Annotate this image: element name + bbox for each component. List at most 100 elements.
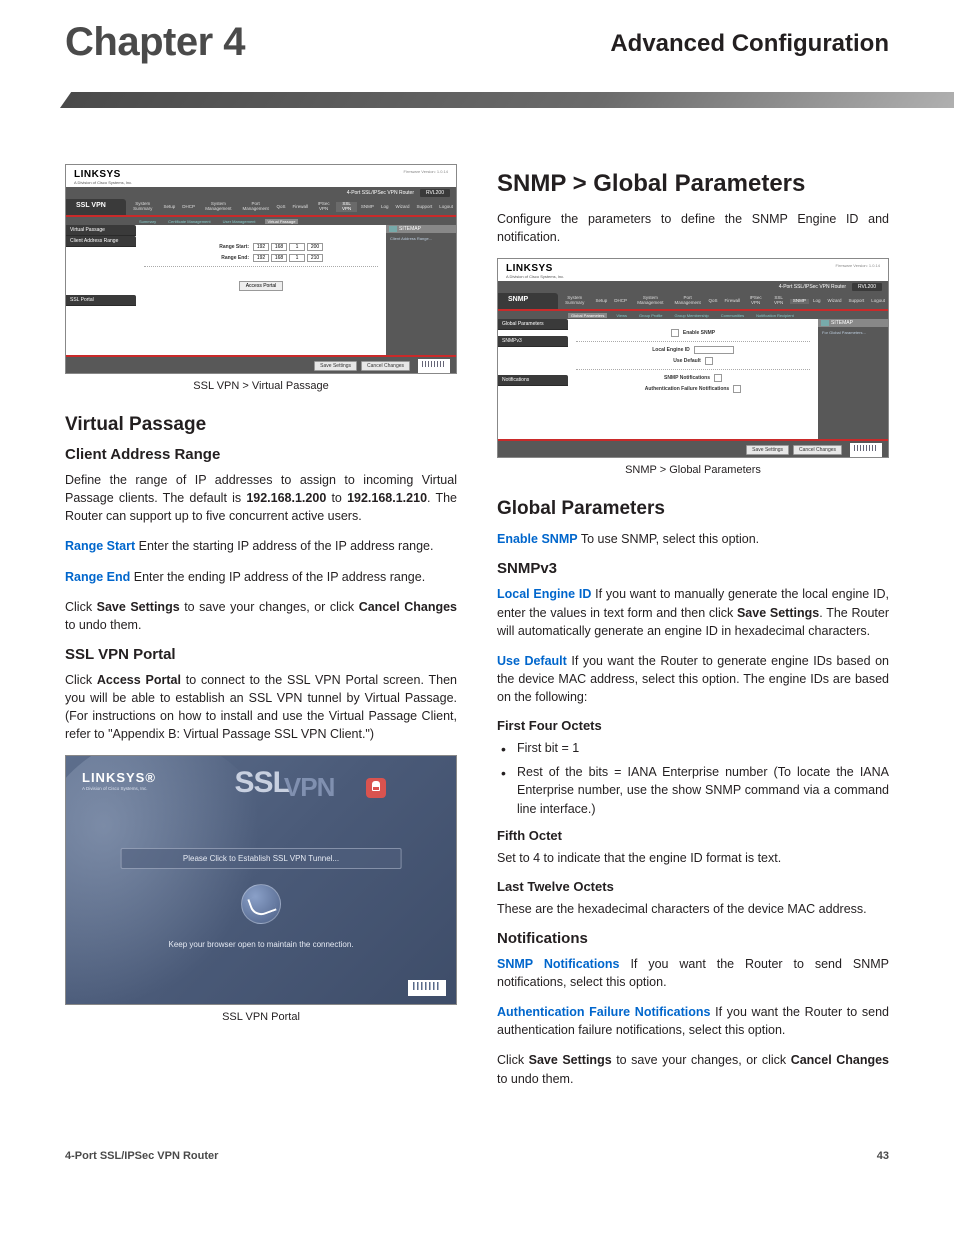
side-item: Notifications <box>498 375 568 386</box>
nav-item[interactable]: Setup <box>160 205 178 210</box>
paragraph: Authentication Failure Notifications If … <box>497 1003 889 1039</box>
save-settings-button[interactable]: Save Settings <box>746 445 789 455</box>
paragraph: Click Save Settings to save your changes… <box>497 1051 889 1087</box>
ip-octet[interactable] <box>307 254 323 262</box>
figure-caption: SSL VPN Portal <box>65 1011 457 1023</box>
nav-item[interactable]: Log <box>810 299 824 304</box>
nav-item[interactable]: Log <box>378 205 392 210</box>
nav-item[interactable]: Firewall <box>721 299 743 304</box>
ip-octet[interactable] <box>253 254 269 262</box>
nav-item[interactable]: Wizard <box>392 205 412 210</box>
heading-notifications: Notifications <box>497 930 889 947</box>
snmp-notif-label: SNMP Notifications <box>664 375 710 381</box>
portal-title: SSLVPN <box>235 766 341 800</box>
heading-snmpv3: SNMPv3 <box>497 560 889 577</box>
nav-item[interactable]: Logout <box>436 205 456 210</box>
content-columns: LINKSYS A Division of Cisco Systems, Inc… <box>0 160 954 1140</box>
nav-item[interactable]: SNMP <box>358 205 377 210</box>
nav-item[interactable]: IPSec VPN <box>312 202 335 212</box>
nav-item[interactable]: System Management <box>199 202 238 212</box>
ip-octet[interactable] <box>253 243 269 251</box>
nav-item[interactable]: System Summary <box>558 296 591 306</box>
model-badge: RVL200 <box>420 189 450 197</box>
nav-item[interactable]: SSL VPN <box>768 296 789 306</box>
lock-icon <box>366 778 386 798</box>
paragraph: Click Save Settings to save your changes… <box>65 598 457 634</box>
top-nav: System Summary Setup DHCP System Managem… <box>126 199 456 215</box>
nav-item[interactable]: Firewall <box>289 205 311 210</box>
paragraph: These are the hexadecimal characters of … <box>497 900 889 918</box>
subnav-item[interactable]: Certificate Management <box>165 219 213 224</box>
subnav-item[interactable]: Group Profile <box>636 313 666 318</box>
nav-item[interactable]: System Summary <box>126 202 159 212</box>
use-default-checkbox[interactable] <box>705 357 713 365</box>
paragraph: Range Start Enter the starting IP addres… <box>65 537 457 555</box>
ip-octet[interactable] <box>289 254 305 262</box>
subnav-item[interactable]: User Management <box>220 219 259 224</box>
auth-fail-checkbox[interactable] <box>733 385 741 393</box>
subnav-item[interactable]: Summary <box>136 219 159 224</box>
heading-first-four-octets: First Four Octets <box>497 718 889 733</box>
form-area: Range Start: Range End: <box>136 225 386 355</box>
left-column: LINKSYS A Division of Cisco Systems, Inc… <box>65 160 457 1100</box>
cancel-changes-button[interactable]: Cancel Changes <box>361 361 410 371</box>
cisco-logo-icon <box>850 443 882 457</box>
nav-item[interactable]: DHCP <box>179 205 198 210</box>
ip-octet[interactable] <box>289 243 305 251</box>
nav-item[interactable]: Support <box>845 299 867 304</box>
local-engine-input[interactable] <box>694 346 734 354</box>
heading-global-parameters: Global Parameters <box>497 498 889 520</box>
help-title: SITEMAP <box>818 319 888 327</box>
nav-item[interactable]: Setup <box>592 299 610 304</box>
field-label: Range Start <box>65 539 135 553</box>
nav-item[interactable]: SNMP <box>790 299 809 304</box>
enable-snmp-label: Enable SNMP <box>683 330 715 336</box>
subnav-item[interactable]: Notification Recipient <box>753 313 797 318</box>
subnav-item[interactable]: Global Parameters <box>568 313 607 318</box>
footer-page-number: 43 <box>877 1150 889 1162</box>
nav-item[interactable]: DHCP <box>611 299 630 304</box>
subnav-item[interactable]: Group Membership <box>672 313 712 318</box>
chapter-title: Chapter 4 <box>65 20 245 64</box>
ip-octet[interactable] <box>307 243 323 251</box>
field-label: Authentication Failure Notifications <box>497 1005 710 1019</box>
nav-item[interactable]: Port Management <box>671 296 705 306</box>
list-item: Rest of the bits = IANA Enterprise numbe… <box>497 763 889 817</box>
paragraph: SNMP Notifications If you want the Route… <box>497 955 889 991</box>
help-title: SITEMAP <box>386 225 456 233</box>
router-logo: LINKSYS <box>74 169 132 180</box>
save-settings-button[interactable]: Save Settings <box>314 361 357 371</box>
nav-item[interactable]: Support <box>413 205 435 210</box>
subnav-item[interactable]: Virtual Passage <box>265 219 299 224</box>
access-portal-button[interactable]: Access Portal <box>239 281 284 291</box>
top-nav: System Summary Setup DHCP System Managem… <box>558 293 888 309</box>
nav-item[interactable]: Logout <box>868 299 888 304</box>
nav-item[interactable]: QoS <box>705 299 720 304</box>
ip-octet[interactable] <box>271 243 287 251</box>
nav-item[interactable]: IPSec VPN <box>744 296 767 306</box>
model-badge: RVL200 <box>852 283 882 291</box>
nav-item[interactable]: Wizard <box>824 299 844 304</box>
help-panel: SITEMAP For Global Parameters... <box>818 319 888 439</box>
enable-snmp-checkbox[interactable] <box>671 329 679 337</box>
nav-section-label: SSL VPN <box>66 199 126 215</box>
subnav-item[interactable]: Communities <box>718 313 747 318</box>
subnav-item[interactable]: Views <box>613 313 630 318</box>
product-name: 4-Port SSL/IPSec VPN Router <box>779 284 846 290</box>
nav-item[interactable]: QoS <box>273 205 288 210</box>
nav-section-label: SNMP <box>498 293 558 309</box>
screenshot-sslvpn-portal: LINKSYS® A Division of Cisco Systems, In… <box>65 755 457 1005</box>
heading-client-address-range: Client Address Range <box>65 446 457 463</box>
nav-item[interactable]: Port Management <box>239 202 273 212</box>
establish-tunnel-link[interactable]: Please Click to Establish SSL VPN Tunnel… <box>121 848 402 869</box>
side-item: Virtual Passage <box>66 225 136 236</box>
nav-item[interactable]: System Management <box>631 296 670 306</box>
snmp-notif-checkbox[interactable] <box>714 374 722 382</box>
help-body: Client Address Range... <box>390 236 452 241</box>
cancel-changes-button[interactable]: Cancel Changes <box>793 445 842 455</box>
heading-snmp-global: SNMP > Global Parameters <box>497 170 889 198</box>
use-default-label: Use Default <box>673 358 701 364</box>
nav-item[interactable]: SSL VPN <box>336 202 357 212</box>
ip-octet[interactable] <box>271 254 287 262</box>
paragraph: Define the range of IP addresses to assi… <box>65 471 457 525</box>
